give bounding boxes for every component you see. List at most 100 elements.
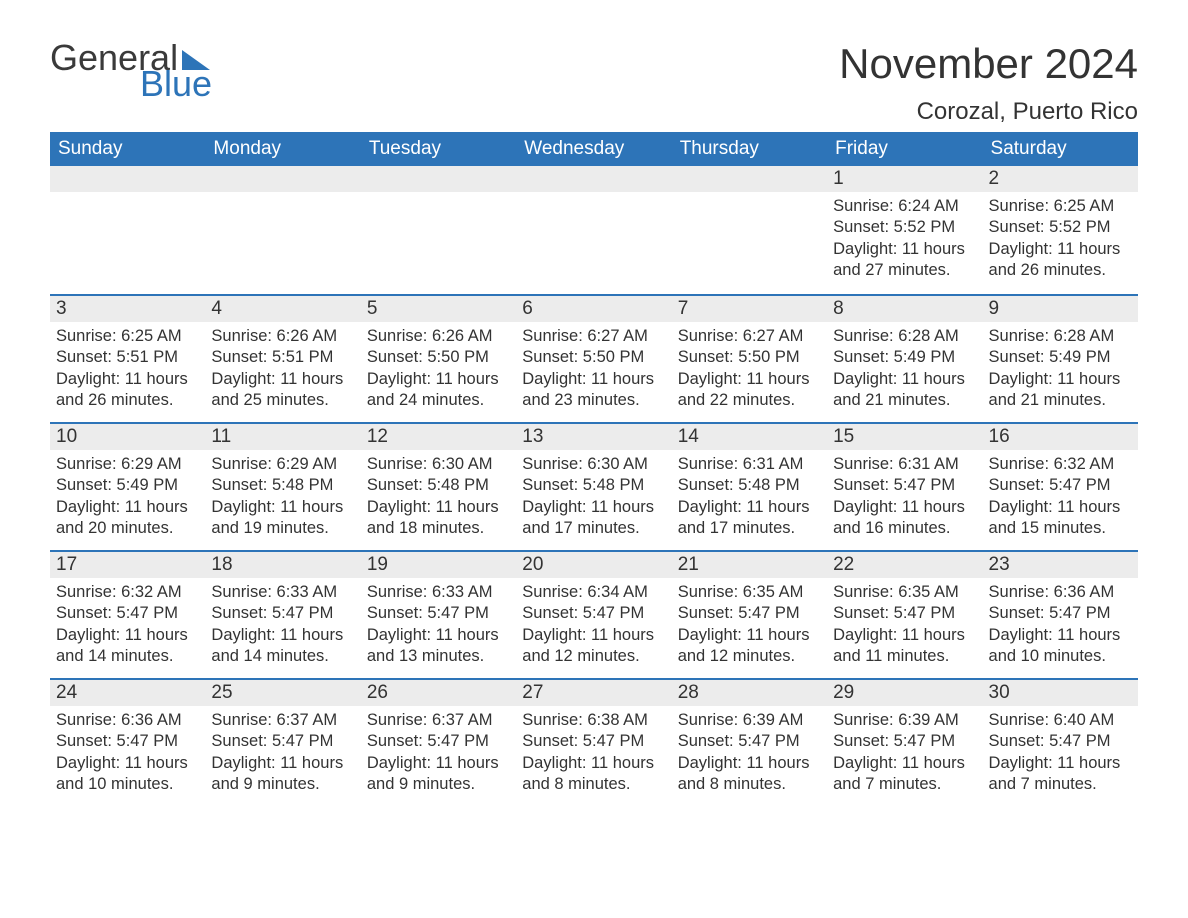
sunrise-line: Sunrise: 6:25 AM <box>989 196 1132 217</box>
week-row: 17Sunrise: 6:32 AMSunset: 5:47 PMDayligh… <box>50 550 1138 678</box>
day-number: 20 <box>516 552 671 578</box>
sunset-line: Sunset: 5:48 PM <box>678 475 821 496</box>
sunrise-line: Sunrise: 6:28 AM <box>989 326 1132 347</box>
day-number: 5 <box>361 296 516 322</box>
day-number: 28 <box>672 680 827 706</box>
sunrise-line: Sunrise: 6:39 AM <box>833 710 976 731</box>
day-number <box>672 166 827 192</box>
day-number: 25 <box>205 680 360 706</box>
logo-word-blue: Blue <box>140 66 212 102</box>
day-body: Sunrise: 6:25 AMSunset: 5:52 PMDaylight:… <box>983 192 1138 292</box>
sunrise-line: Sunrise: 6:40 AM <box>989 710 1132 731</box>
sunset-line: Sunset: 5:49 PM <box>56 475 199 496</box>
day-number: 3 <box>50 296 205 322</box>
daylight-line: Daylight: 11 hours and 8 minutes. <box>678 753 821 796</box>
day-body: Sunrise: 6:31 AMSunset: 5:48 PMDaylight:… <box>672 450 827 550</box>
day-number: 7 <box>672 296 827 322</box>
day-body <box>205 192 360 206</box>
sunset-line: Sunset: 5:50 PM <box>678 347 821 368</box>
day-cell: 5Sunrise: 6:26 AMSunset: 5:50 PMDaylight… <box>361 296 516 422</box>
day-cell: 30Sunrise: 6:40 AMSunset: 5:47 PMDayligh… <box>983 680 1138 806</box>
sunset-line: Sunset: 5:47 PM <box>833 603 976 624</box>
sunset-line: Sunset: 5:47 PM <box>522 603 665 624</box>
daylight-line: Daylight: 11 hours and 26 minutes. <box>989 239 1132 282</box>
day-number: 6 <box>516 296 671 322</box>
daylight-line: Daylight: 11 hours and 10 minutes. <box>989 625 1132 668</box>
daylight-line: Daylight: 11 hours and 12 minutes. <box>522 625 665 668</box>
sunrise-line: Sunrise: 6:37 AM <box>211 710 354 731</box>
sunrise-line: Sunrise: 6:29 AM <box>211 454 354 475</box>
sunset-line: Sunset: 5:50 PM <box>522 347 665 368</box>
daylight-line: Daylight: 11 hours and 14 minutes. <box>56 625 199 668</box>
sunrise-line: Sunrise: 6:32 AM <box>56 582 199 603</box>
title-block: November 2024 Corozal, Puerto Rico <box>839 40 1138 126</box>
day-body: Sunrise: 6:33 AMSunset: 5:47 PMDaylight:… <box>205 578 360 678</box>
day-body: Sunrise: 6:35 AMSunset: 5:47 PMDaylight:… <box>827 578 982 678</box>
sunrise-line: Sunrise: 6:32 AM <box>989 454 1132 475</box>
day-cell <box>50 166 205 294</box>
sunset-line: Sunset: 5:48 PM <box>211 475 354 496</box>
sunrise-line: Sunrise: 6:29 AM <box>56 454 199 475</box>
day-cell: 16Sunrise: 6:32 AMSunset: 5:47 PMDayligh… <box>983 424 1138 550</box>
day-number: 29 <box>827 680 982 706</box>
day-body: Sunrise: 6:39 AMSunset: 5:47 PMDaylight:… <box>827 706 982 806</box>
sunrise-line: Sunrise: 6:26 AM <box>211 326 354 347</box>
day-cell: 17Sunrise: 6:32 AMSunset: 5:47 PMDayligh… <box>50 552 205 678</box>
day-number: 4 <box>205 296 360 322</box>
sunrise-line: Sunrise: 6:30 AM <box>522 454 665 475</box>
daylight-line: Daylight: 11 hours and 19 minutes. <box>211 497 354 540</box>
day-body: Sunrise: 6:37 AMSunset: 5:47 PMDaylight:… <box>361 706 516 806</box>
header: General Blue November 2024 Corozal, Puer… <box>50 40 1138 126</box>
sunrise-line: Sunrise: 6:36 AM <box>989 582 1132 603</box>
sunrise-line: Sunrise: 6:27 AM <box>522 326 665 347</box>
dow-cell: Monday <box>205 132 360 166</box>
dow-cell: Sunday <box>50 132 205 166</box>
day-number: 11 <box>205 424 360 450</box>
daylight-line: Daylight: 11 hours and 24 minutes. <box>367 369 510 412</box>
sunset-line: Sunset: 5:47 PM <box>989 731 1132 752</box>
sunrise-line: Sunrise: 6:35 AM <box>678 582 821 603</box>
day-cell: 20Sunrise: 6:34 AMSunset: 5:47 PMDayligh… <box>516 552 671 678</box>
daylight-line: Daylight: 11 hours and 17 minutes. <box>522 497 665 540</box>
daylight-line: Daylight: 11 hours and 7 minutes. <box>833 753 976 796</box>
sunrise-line: Sunrise: 6:24 AM <box>833 196 976 217</box>
day-body: Sunrise: 6:39 AMSunset: 5:47 PMDaylight:… <box>672 706 827 806</box>
calendar: SundayMondayTuesdayWednesdayThursdayFrid… <box>50 132 1138 806</box>
day-number: 27 <box>516 680 671 706</box>
day-cell: 8Sunrise: 6:28 AMSunset: 5:49 PMDaylight… <box>827 296 982 422</box>
sunset-line: Sunset: 5:48 PM <box>367 475 510 496</box>
day-number <box>516 166 671 192</box>
day-number: 13 <box>516 424 671 450</box>
day-body: Sunrise: 6:37 AMSunset: 5:47 PMDaylight:… <box>205 706 360 806</box>
day-body: Sunrise: 6:26 AMSunset: 5:51 PMDaylight:… <box>205 322 360 422</box>
sunset-line: Sunset: 5:47 PM <box>211 731 354 752</box>
day-body: Sunrise: 6:25 AMSunset: 5:51 PMDaylight:… <box>50 322 205 422</box>
sunrise-line: Sunrise: 6:38 AM <box>522 710 665 731</box>
daylight-line: Daylight: 11 hours and 25 minutes. <box>211 369 354 412</box>
day-body: Sunrise: 6:29 AMSunset: 5:48 PMDaylight:… <box>205 450 360 550</box>
day-body: Sunrise: 6:28 AMSunset: 5:49 PMDaylight:… <box>983 322 1138 422</box>
sunrise-line: Sunrise: 6:28 AM <box>833 326 976 347</box>
day-number: 30 <box>983 680 1138 706</box>
day-number: 8 <box>827 296 982 322</box>
day-body <box>50 192 205 206</box>
daylight-line: Daylight: 11 hours and 18 minutes. <box>367 497 510 540</box>
daylight-line: Daylight: 11 hours and 15 minutes. <box>989 497 1132 540</box>
day-cell: 7Sunrise: 6:27 AMSunset: 5:50 PMDaylight… <box>672 296 827 422</box>
location-subtitle: Corozal, Puerto Rico <box>839 98 1138 126</box>
day-cell: 24Sunrise: 6:36 AMSunset: 5:47 PMDayligh… <box>50 680 205 806</box>
day-number: 19 <box>361 552 516 578</box>
daylight-line: Daylight: 11 hours and 10 minutes. <box>56 753 199 796</box>
day-number: 22 <box>827 552 982 578</box>
daylight-line: Daylight: 11 hours and 9 minutes. <box>211 753 354 796</box>
sunrise-line: Sunrise: 6:37 AM <box>367 710 510 731</box>
dow-cell: Tuesday <box>361 132 516 166</box>
sunset-line: Sunset: 5:47 PM <box>678 731 821 752</box>
dow-cell: Thursday <box>672 132 827 166</box>
sunset-line: Sunset: 5:52 PM <box>833 217 976 238</box>
day-number: 26 <box>361 680 516 706</box>
day-number <box>205 166 360 192</box>
day-cell: 29Sunrise: 6:39 AMSunset: 5:47 PMDayligh… <box>827 680 982 806</box>
daylight-line: Daylight: 11 hours and 27 minutes. <box>833 239 976 282</box>
sunset-line: Sunset: 5:50 PM <box>367 347 510 368</box>
